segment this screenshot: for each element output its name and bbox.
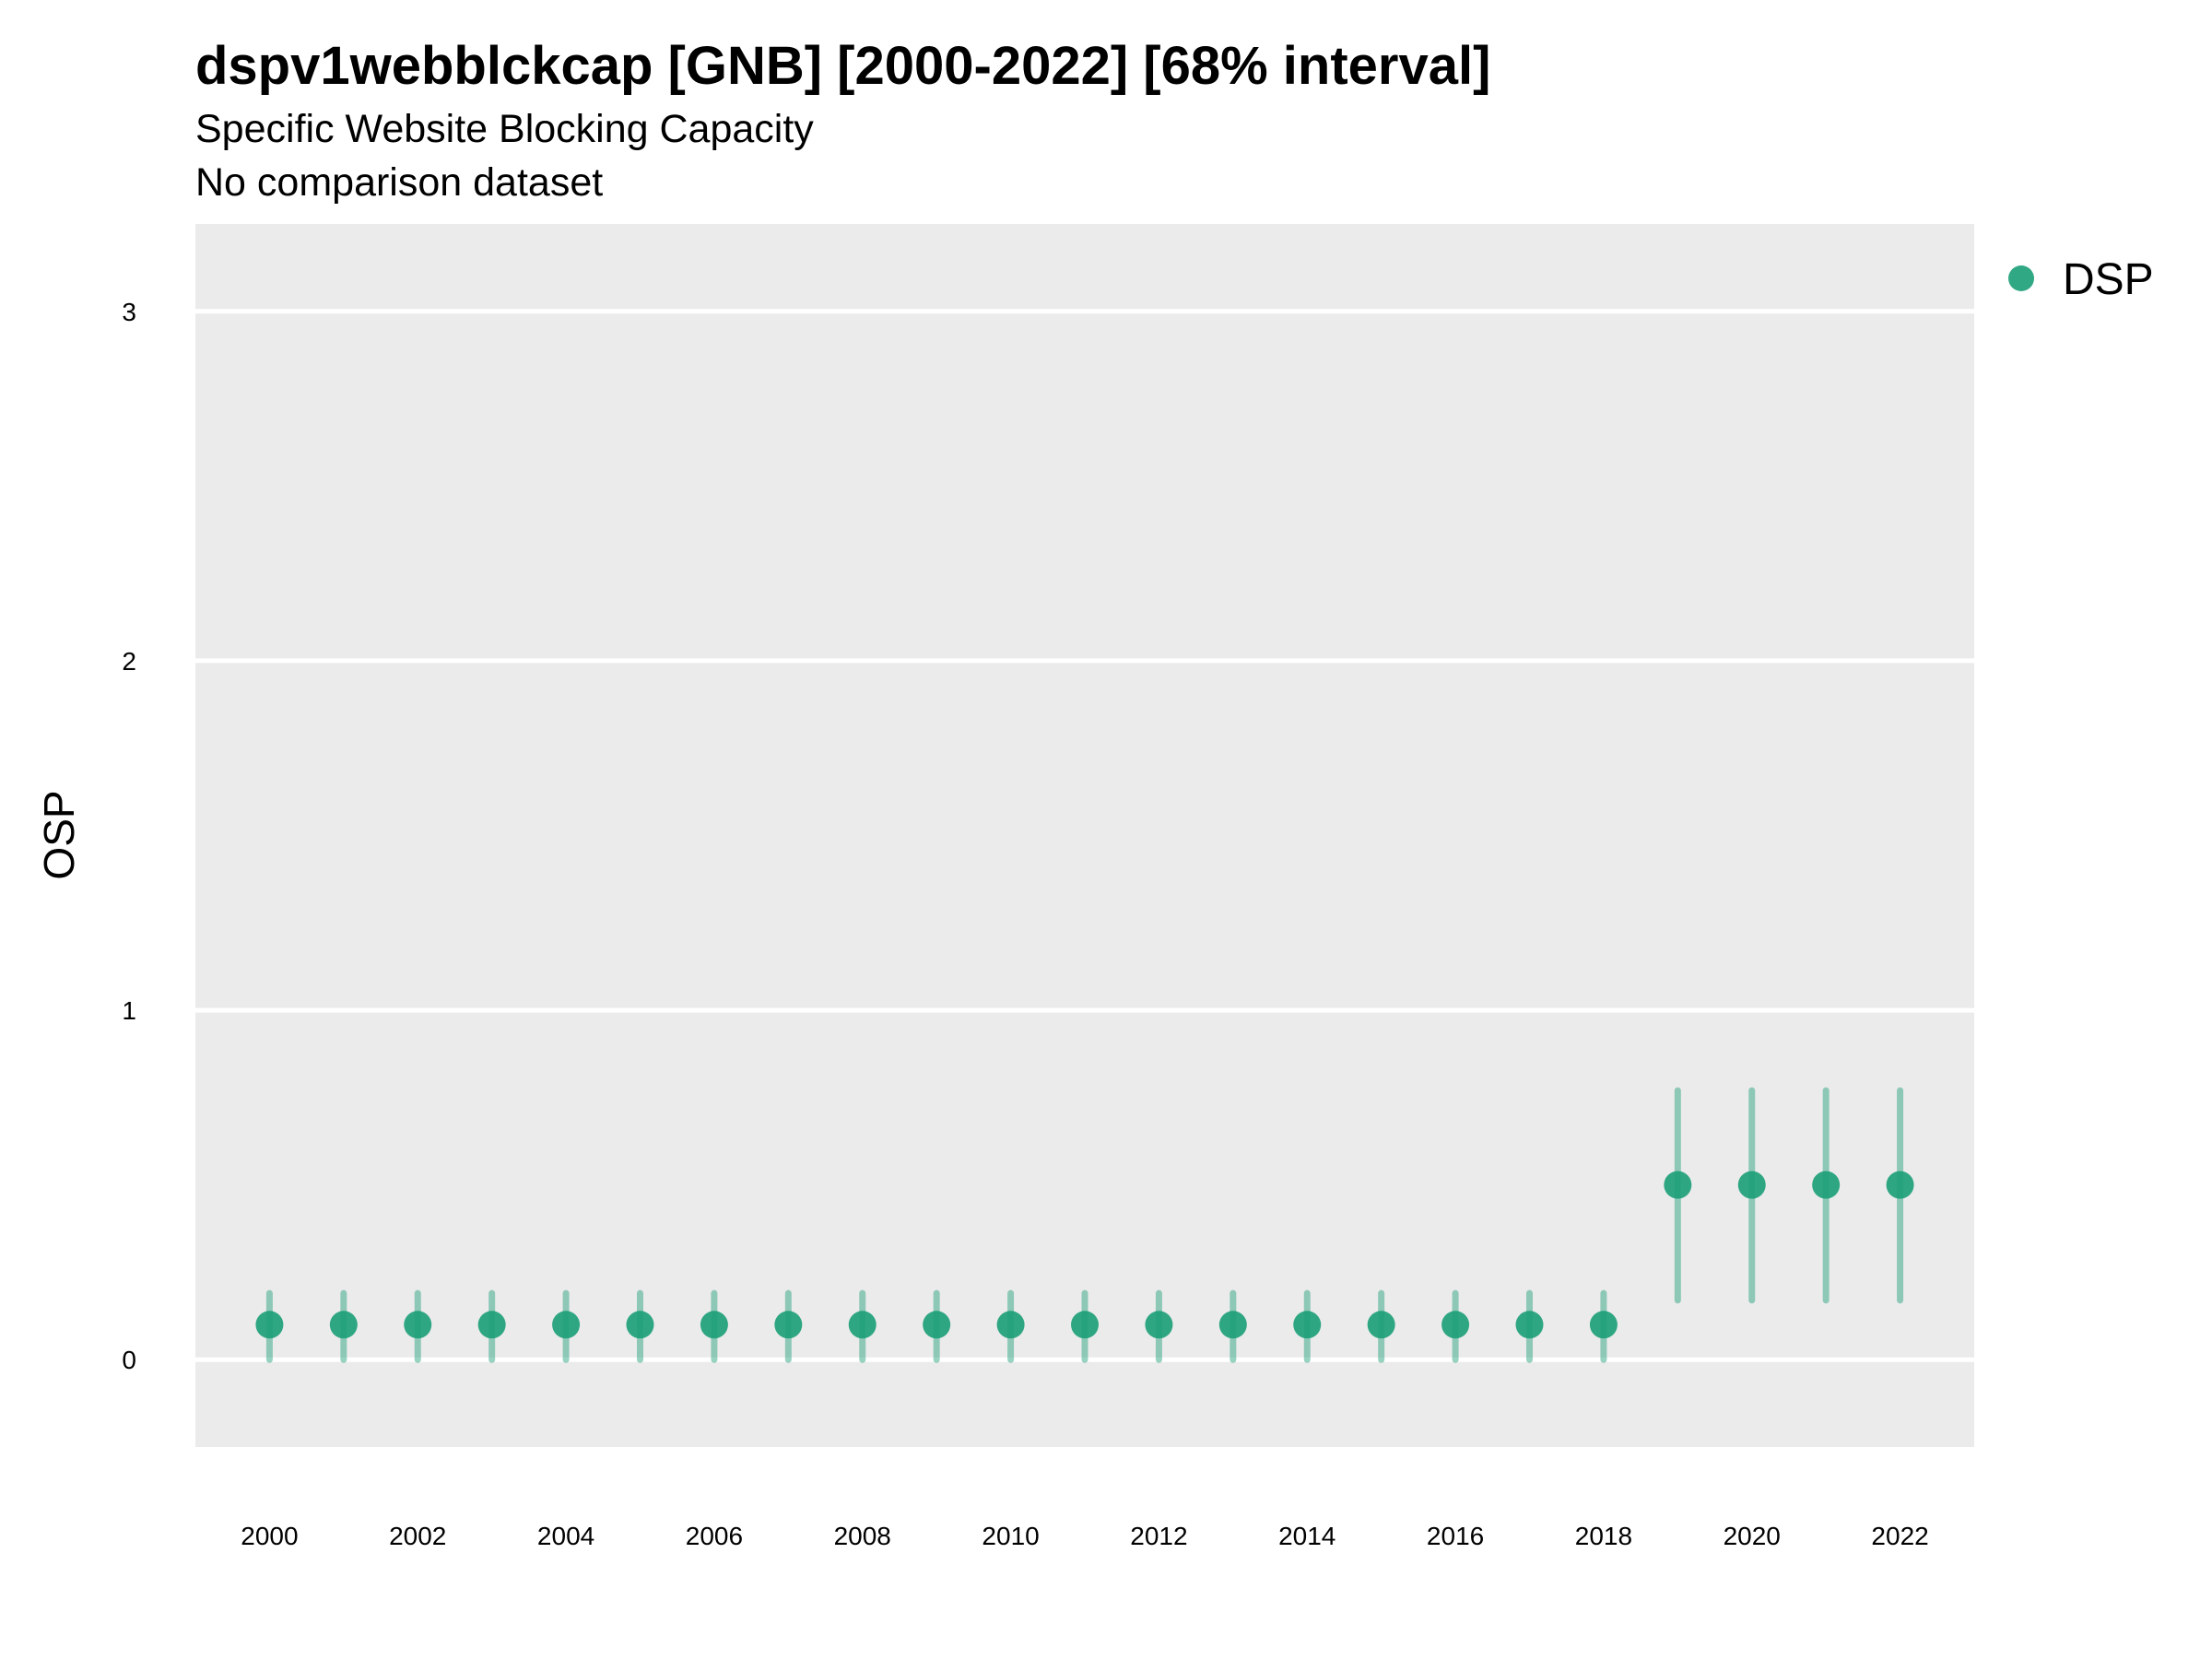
data-point: [1367, 1311, 1395, 1339]
data-point: [1145, 1311, 1173, 1339]
x-tick-label: 2012: [1130, 1522, 1187, 1550]
x-tick-label: 2014: [1278, 1522, 1335, 1550]
data-point: [1589, 1311, 1618, 1339]
legend-swatch-dsp: [2008, 265, 2034, 291]
data-point: [700, 1311, 728, 1339]
data-point: [1293, 1311, 1322, 1339]
x-tick-label: 2018: [1575, 1522, 1632, 1550]
data-point: [996, 1311, 1025, 1339]
legend-label-dsp: DSP: [2063, 255, 2154, 304]
y-tick-label: 0: [122, 1346, 136, 1374]
data-point: [923, 1311, 951, 1339]
x-tick-label: 2020: [1724, 1522, 1781, 1550]
legend: DSP: [2008, 255, 2154, 304]
y-tick-label: 2: [122, 647, 136, 676]
chart-subtitle-comparison: No comparison dataset: [195, 160, 604, 205]
y-axis-ticks: 0 1 2 3: [122, 298, 136, 1374]
x-tick-label: 2004: [537, 1522, 594, 1550]
data-point: [1737, 1171, 1766, 1199]
data-point: [1441, 1311, 1470, 1339]
x-tick-label: 2006: [686, 1522, 743, 1550]
data-point: [1886, 1171, 1914, 1199]
y-tick-label: 1: [122, 996, 136, 1025]
data-point: [552, 1311, 581, 1339]
data-point: [404, 1311, 432, 1339]
grid-lines: [195, 309, 1974, 1362]
data-point: [626, 1311, 654, 1339]
y-axis-label: OSP: [35, 790, 83, 879]
data-point: [848, 1311, 877, 1339]
data-point: [1515, 1311, 1544, 1339]
data-point: [1812, 1171, 1841, 1199]
x-tick-label: 2002: [389, 1522, 446, 1550]
data-point: [1218, 1311, 1247, 1339]
data-point: [329, 1311, 358, 1339]
data-point: [1664, 1171, 1692, 1199]
x-tick-label: 2000: [241, 1522, 298, 1550]
y-tick-label: 3: [122, 298, 136, 326]
data-point: [1071, 1311, 1099, 1339]
data-points: [255, 1171, 1914, 1339]
x-tick-label: 2016: [1427, 1522, 1484, 1550]
x-tick-label: 2008: [834, 1522, 891, 1550]
x-axis-ticks: 2000 2002 2004 2006 2008 2010 2012 2014 2016 2018…: [241, 1522, 1928, 1550]
chart-title: dspv1webblckcap [GNB] [2000-2022] [68% i…: [195, 36, 1491, 96]
data-point: [774, 1311, 803, 1339]
x-tick-label: 2010: [982, 1522, 1039, 1550]
chart-subtitle: Specific Website Blocking Capacity: [195, 107, 814, 151]
data-point: [255, 1311, 284, 1339]
plot-panel: [195, 224, 1974, 1447]
data-point: [477, 1311, 506, 1339]
x-tick-label: 2022: [1871, 1522, 1928, 1550]
